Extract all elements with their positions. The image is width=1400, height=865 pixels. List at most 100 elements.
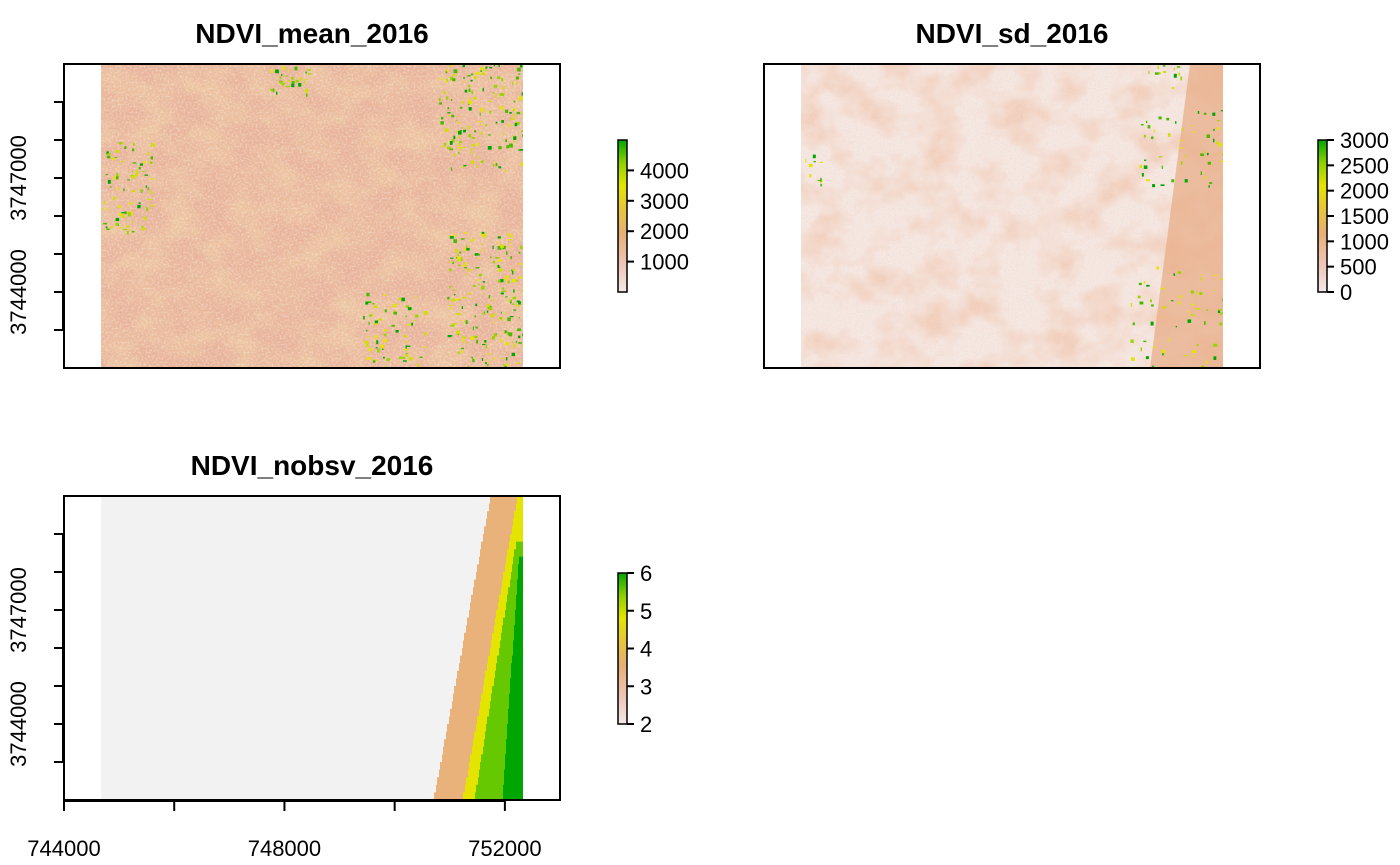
vegetation-pixel [144,174,148,176]
vegetation-pixel [512,290,515,292]
vegetation-pixel [481,285,485,290]
vegetation-pixel [458,260,461,262]
vegetation-pixel [499,106,504,110]
vegetation-pixel [147,187,149,191]
vegetation-pixel [407,323,411,326]
vegetation-pixel [405,305,409,308]
vegetation-pixel [450,335,453,337]
vegetation-pixel [470,79,473,82]
vegetation-pixel [486,310,489,313]
vegetation-pixel [447,296,450,300]
legend-ticks-mean: 1000 2000 3000 4000 [627,158,689,275]
vegetation-pixel [459,115,461,117]
vegetation-pixel [819,161,823,163]
vegetation-pixel [1203,112,1207,115]
vegetation-pixel [484,69,487,72]
vegetation-pixel [1201,365,1205,367]
vegetation-pixel [518,317,520,319]
vegetation-pixel [1182,127,1185,131]
vegetation-pixel [469,298,472,300]
vegetation-pixel [512,81,514,86]
panel-title-mean: NDVI_mean_2016 [195,18,428,49]
vegetation-pixel [522,344,523,348]
vegetation-pixel [463,247,466,252]
vegetation-pixel [395,330,399,333]
vegetation-pixel [516,304,520,307]
legend-tick-label: 1000 [640,250,689,275]
vegetation-pixel [306,78,308,80]
vegetation-pixel [383,333,387,337]
vegetation-pixel [1143,340,1147,343]
vegetation-pixel [1131,357,1135,361]
legend-bar-nobsv [617,572,628,725]
vegetation-pixel [513,343,516,348]
vegetation-pixel [458,152,460,154]
vegetation-pixel [480,131,483,135]
vegetation-pixel [1183,155,1185,158]
vegetation-pixel [510,256,512,260]
vegetation-pixel [513,136,517,140]
vegetation-pixel [287,69,289,72]
vegetation-pixel [492,245,494,250]
vegetation-pixel [1161,287,1165,290]
vegetation-pixel [307,69,311,71]
vegetation-pixel [502,86,505,90]
vegetation-pixel [107,153,111,156]
vegetation-pixel [462,264,466,267]
vegetation-pixel [141,227,146,231]
vegetation-pixel [468,98,470,102]
vegetation-pixel [451,298,455,302]
vegetation-pixel [820,183,822,187]
vegetation-pixel [1158,156,1163,158]
x-tick-label: 748000 [248,836,321,861]
vegetation-pixel [1220,278,1223,280]
vegetation-pixel [1158,116,1162,120]
vegetation-pixel [502,290,506,292]
vegetation-pixel [1214,274,1218,277]
vegetation-pixel [479,107,483,112]
vegetation-pixel [518,342,522,344]
panel-ndvi-nobsv: NDVI_nobsv_2016 3744000 3747000 744000 748… [6,450,652,861]
y-axis-mean: 3744000 3747000 [6,101,64,335]
legend-mean: 1000 2000 3000 4000 [617,139,689,293]
vegetation-pixel [1179,295,1182,299]
vegetation-pixel [1192,350,1196,354]
vegetation-pixel [1196,291,1198,296]
x-axis-nobsv: 744000 748000 752000 [27,800,542,861]
vegetation-pixel [132,148,135,152]
vegetation-pixel [447,146,451,150]
vegetation-pixel [403,360,407,362]
vegetation-pixel [124,146,127,149]
vegetation-pixel [474,76,477,80]
vegetation-pixel [1188,311,1191,313]
vegetation-pixel [1206,360,1208,365]
vegetation-pixel [1161,316,1163,318]
vegetation-pixel [520,149,523,151]
vegetation-pixel [1173,73,1177,78]
vegetation-pixel [813,160,816,163]
vegetation-pixel [522,261,523,264]
vegetation-pixel [1170,300,1174,302]
raster-mean-vegetation [101,64,523,368]
vegetation-pixel [383,294,386,296]
vegetation-pixel [111,157,115,161]
vegetation-pixel [493,321,495,324]
vegetation-pixel [405,353,409,357]
vegetation-pixel [471,137,475,139]
y-tick-label: 3744000 [6,249,31,335]
vegetation-pixel [490,256,492,259]
vegetation-pixel [1143,134,1146,138]
vegetation-pixel [406,345,411,347]
vegetation-pixel [407,307,412,311]
vegetation-pixel [501,357,504,360]
vegetation-pixel [108,208,110,210]
vegetation-pixel [366,292,370,297]
vegetation-pixel [374,335,379,338]
vegetation-pixel [1139,301,1144,305]
vegetation-pixel [522,65,523,68]
vegetation-pixel [145,185,147,188]
vegetation-pixel [391,324,395,327]
vegetation-pixel [1140,347,1142,352]
vegetation-pixel [447,114,450,116]
vegetation-pixel [114,157,118,159]
